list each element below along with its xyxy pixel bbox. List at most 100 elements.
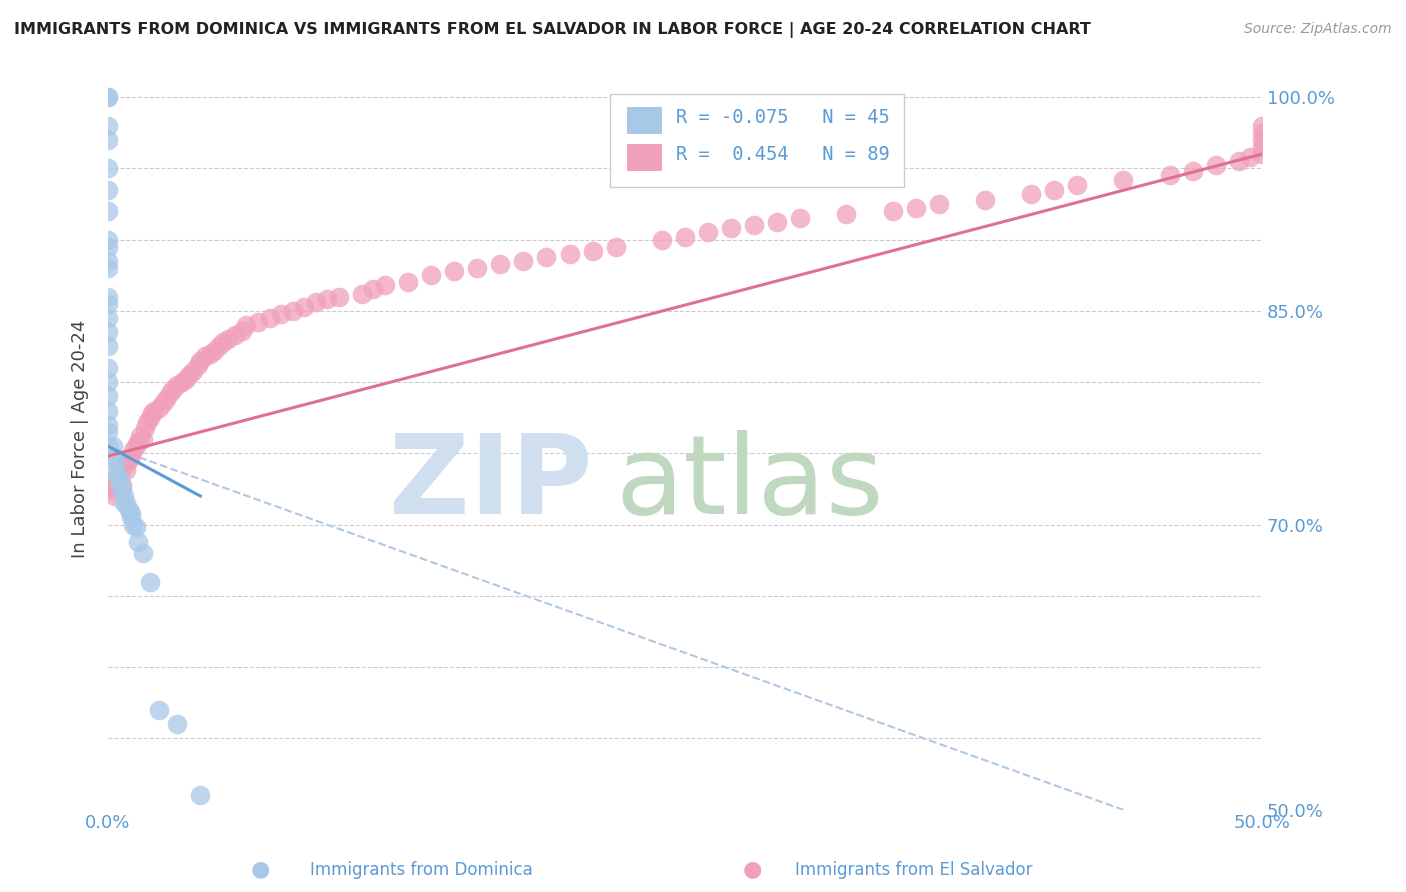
Point (120, 510, 142, 524)
Point (111, 477, 134, 491)
Point (97, 296, 120, 310)
Point (141, 406, 163, 420)
Point (120, 506, 142, 520)
Point (97, 417, 120, 432)
Point (97, 260, 120, 275)
Text: IMMIGRANTS FROM DOMINICA VS IMMIGRANTS FROM EL SALVADOR IN LABOR FORCE | AGE 20-: IMMIGRANTS FROM DOMINICA VS IMMIGRANTS F… (14, 22, 1091, 38)
Point (177, 368, 200, 382)
Point (1159, 169, 1181, 183)
Point (766, 215, 789, 229)
Text: atlas: atlas (616, 430, 884, 537)
Point (1227, 154, 1250, 169)
Text: Immigrants from El Salvador: Immigrants from El Salvador (796, 861, 1032, 879)
Point (108, 467, 131, 482)
Point (97, 133, 120, 147)
Point (246, 315, 269, 329)
Point (97, 439, 120, 453)
Point (305, 295, 328, 310)
Point (194, 350, 217, 364)
Point (605, 240, 627, 254)
Point (789, 211, 811, 226)
Point (97, 389, 120, 403)
Point (155, 392, 177, 406)
Point (120, 449, 142, 463)
Point (720, 221, 742, 235)
Point (97, 253, 120, 268)
Point (188, 789, 211, 803)
Point (125, 439, 148, 453)
Point (101, 439, 124, 453)
Point (170, 375, 193, 389)
Point (396, 275, 419, 289)
Point (129, 429, 152, 443)
Point (112, 496, 135, 510)
Point (536, 250, 558, 264)
Point (127, 434, 149, 449)
Point (882, 204, 904, 219)
Point (148, 401, 170, 415)
Point (122, 517, 145, 532)
Point (131, 432, 153, 446)
Point (512, 253, 534, 268)
Point (115, 463, 138, 477)
Point (231, 324, 253, 338)
Point (582, 244, 605, 258)
Point (98, 482, 121, 496)
Y-axis label: In Labor Force | Age 20-24: In Labor Force | Age 20-24 (72, 320, 89, 558)
Point (97, 475, 120, 489)
Point (97, 360, 120, 375)
Point (104, 453, 127, 467)
Text: ●: ● (250, 860, 270, 880)
Point (97, 183, 120, 197)
Point (673, 229, 696, 244)
Point (97, 289, 120, 303)
Point (127, 534, 149, 549)
Point (217, 332, 239, 346)
Point (1251, 126, 1274, 140)
Point (118, 453, 141, 467)
Point (742, 219, 765, 233)
Point (105, 472, 128, 486)
Point (1251, 147, 1274, 161)
Point (1043, 183, 1066, 197)
Point (281, 303, 304, 318)
Point (374, 278, 396, 293)
Point (350, 286, 373, 301)
FancyBboxPatch shape (627, 145, 662, 170)
Point (97, 375, 120, 389)
Point (166, 717, 188, 731)
Point (558, 247, 581, 261)
Point (101, 477, 124, 491)
Point (101, 449, 124, 463)
Point (176, 372, 198, 386)
Point (904, 201, 927, 215)
Point (97, 204, 120, 219)
Point (198, 346, 221, 360)
Point (928, 197, 950, 211)
Point (1251, 133, 1274, 147)
Point (134, 420, 156, 434)
Point (97, 90, 120, 104)
Point (316, 293, 339, 307)
Point (270, 307, 292, 321)
Point (143, 403, 166, 417)
Point (97, 90, 120, 104)
Point (183, 364, 205, 378)
Point (162, 382, 184, 396)
Point (97, 339, 120, 353)
Point (465, 260, 488, 275)
Point (212, 335, 235, 350)
Point (136, 415, 159, 429)
Text: R =  0.454   N = 89: R = 0.454 N = 89 (676, 145, 890, 164)
Point (125, 520, 148, 534)
Point (104, 463, 127, 477)
Point (1251, 119, 1274, 133)
Point (166, 377, 188, 392)
Point (1019, 186, 1042, 201)
Text: Immigrants from Dominica: Immigrants from Dominica (311, 861, 533, 879)
FancyBboxPatch shape (627, 107, 662, 134)
Point (97, 403, 120, 417)
Point (443, 264, 465, 278)
Point (138, 410, 160, 425)
Point (835, 207, 858, 221)
